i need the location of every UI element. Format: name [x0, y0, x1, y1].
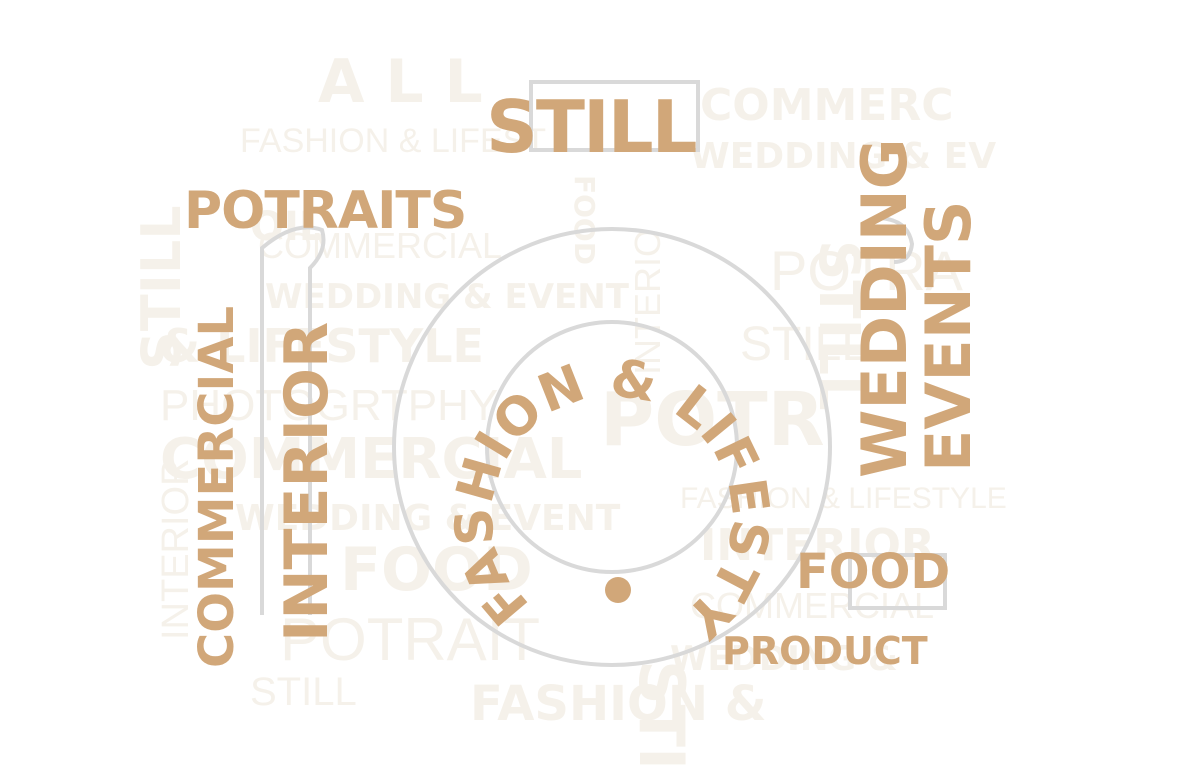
- lens-outer-ring: [392, 227, 832, 667]
- bg-word: POTRA: [770, 239, 964, 302]
- bg-word: WEDDING &: [670, 639, 898, 679]
- word-commercial: COMMERCIAL: [189, 306, 245, 668]
- bg-word: COMMERCIAL: [690, 585, 934, 626]
- flash-outline: [848, 553, 947, 610]
- viewfinder-outline: [529, 80, 700, 152]
- word-potraits: POTRAITS: [184, 181, 466, 241]
- bg-word: STILL: [806, 240, 871, 411]
- word-food: FOOD: [796, 544, 950, 600]
- word-still: STILL: [486, 85, 696, 169]
- bg-word: INTERIOR: [700, 520, 935, 571]
- bg-word: FOOD: [340, 535, 533, 605]
- bg-word: STILL: [625, 660, 698, 766]
- bg-word: COMMERCIAL: [160, 427, 583, 492]
- camera-outline: [260, 80, 947, 667]
- bg-word: A L L: [318, 47, 483, 117]
- bg-word: FOOD: [568, 175, 601, 265]
- bg-word: STILL: [250, 670, 357, 714]
- bg-word: INTERIO: [627, 229, 668, 375]
- bg-word: COMMERCIAL: [258, 225, 502, 266]
- word-product: PRODUCT: [722, 629, 928, 673]
- bg-word: POTR: [600, 377, 825, 463]
- bg-word: FASHION & LIFEST: [240, 122, 546, 160]
- lens-dot: [605, 577, 631, 603]
- bg-word: WEDDING & EVENT: [235, 498, 621, 539]
- bg-word: COMMERC: [700, 80, 954, 131]
- bg-word: WEDDING & EV: [690, 136, 996, 177]
- bg-word: INTERIOR: [155, 458, 197, 640]
- camera-strap-outline: [260, 225, 326, 615]
- bg-word: WEDDING & EVENT: [265, 277, 630, 317]
- bg-word: FASHION &: [470, 676, 767, 732]
- bg-word: POTRAIT: [280, 606, 540, 673]
- bg-word: PHOTOGRTPHY: [160, 381, 498, 430]
- bg-word: FASHION & LIFESTYLE: [680, 482, 1007, 515]
- word-wedding: WEDDING: [848, 138, 921, 478]
- lens-inner-ring: [485, 320, 739, 574]
- background-word-texture: A L L COMMERC FASHION & LIFEST WEDDING &…: [130, 47, 1007, 766]
- shutter-button-outline: [879, 216, 915, 264]
- word-interior: INTERIOR: [272, 322, 342, 642]
- bg-word: STILL: [130, 205, 193, 370]
- word-events: EVENTS: [912, 200, 985, 472]
